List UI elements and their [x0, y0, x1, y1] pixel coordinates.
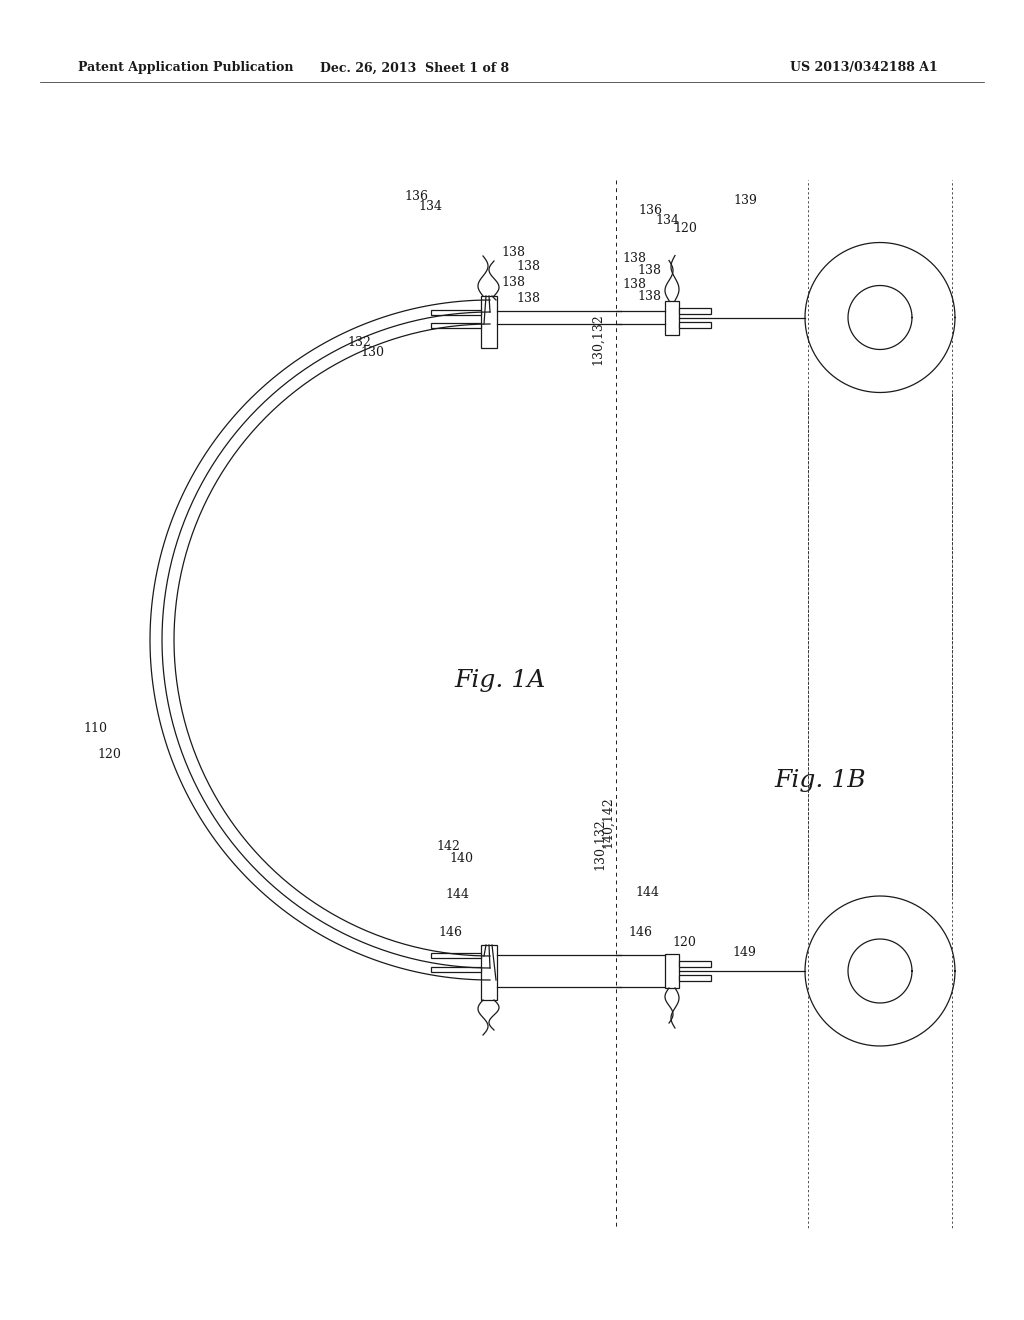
- Bar: [431, 309, 481, 314]
- Text: 138: 138: [501, 276, 525, 289]
- Text: 138: 138: [637, 290, 662, 304]
- Text: 140,142: 140,142: [601, 796, 614, 847]
- Text: 138: 138: [501, 247, 525, 260]
- Text: 138: 138: [622, 252, 646, 264]
- Text: 140: 140: [449, 853, 473, 866]
- Text: 144: 144: [445, 888, 469, 902]
- Text: Dec. 26, 2013  Sheet 1 of 8: Dec. 26, 2013 Sheet 1 of 8: [321, 62, 510, 74]
- Bar: [481, 945, 497, 1001]
- Bar: [679, 322, 711, 327]
- Bar: [679, 975, 711, 981]
- Bar: [665, 954, 679, 987]
- Text: 138: 138: [516, 292, 540, 305]
- Bar: [481, 296, 497, 348]
- Text: 134: 134: [418, 199, 442, 213]
- Text: 130,132: 130,132: [594, 818, 606, 870]
- Text: 130,132: 130,132: [592, 313, 604, 366]
- Text: 120: 120: [672, 936, 696, 949]
- Text: 149: 149: [732, 945, 756, 958]
- Text: 138: 138: [622, 277, 646, 290]
- Text: Fig. 1A: Fig. 1A: [455, 668, 546, 692]
- Text: 139: 139: [733, 194, 757, 206]
- Text: US 2013/0342188 A1: US 2013/0342188 A1: [790, 62, 938, 74]
- Bar: [431, 953, 481, 957]
- Text: 136: 136: [638, 203, 662, 216]
- Bar: [679, 961, 711, 968]
- Text: 144: 144: [635, 886, 659, 899]
- Text: 110: 110: [83, 722, 106, 735]
- Text: 146: 146: [628, 925, 652, 939]
- Text: 138: 138: [516, 260, 540, 273]
- Bar: [679, 308, 711, 314]
- Text: 130: 130: [360, 346, 384, 359]
- Text: 146: 146: [438, 925, 462, 939]
- Text: 120: 120: [97, 748, 121, 762]
- Text: 134: 134: [655, 214, 679, 227]
- Text: 138: 138: [637, 264, 662, 276]
- Text: 120: 120: [673, 222, 697, 235]
- Text: Fig. 1B: Fig. 1B: [774, 768, 866, 792]
- Bar: [431, 322, 481, 327]
- Bar: [665, 301, 679, 334]
- Text: Patent Application Publication: Patent Application Publication: [78, 62, 294, 74]
- Text: 136: 136: [404, 190, 428, 203]
- Text: 142: 142: [436, 841, 460, 854]
- Bar: [431, 966, 481, 972]
- Text: 132: 132: [347, 335, 371, 348]
